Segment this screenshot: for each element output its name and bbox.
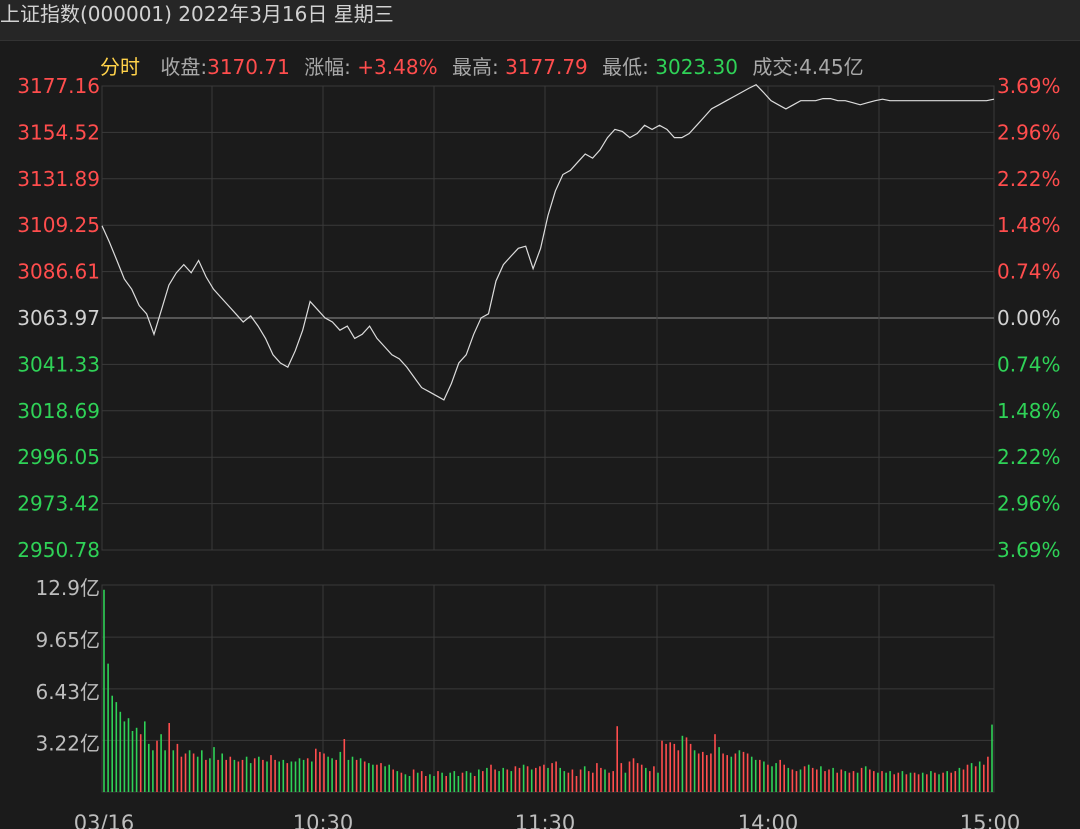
price-tick-label: 3131.89 xyxy=(17,167,100,191)
price-tick-label: 2996.05 xyxy=(17,445,100,469)
price-tick-label: 3109.25 xyxy=(17,213,100,237)
price-tick-label: 3177.16 xyxy=(17,74,100,98)
percent-tick-label: 0.74% xyxy=(997,260,1061,284)
close-value: 3170.71 xyxy=(207,55,290,79)
time-tick-label: 14:00 xyxy=(738,811,799,829)
high-value: 3177.79 xyxy=(505,55,588,79)
page-title: 上证指数(000001) 2022年3月16日 星期三 xyxy=(0,2,394,26)
percent-tick-label: 2.22% xyxy=(997,167,1061,191)
price-axis: 3177.16 3154.52 3131.89 3109.25 3086.61 3063.… xyxy=(17,74,100,562)
change-value: +3.48% xyxy=(357,55,438,79)
volume-tick-label: 12.9亿 xyxy=(35,576,100,600)
volume-tick-label: 3.22亿 xyxy=(35,731,100,755)
title-bar: 上证指数(000001) 2022年3月16日 星期三 xyxy=(0,0,1080,41)
quote-info-bar: 分时 收盘:3170.71 涨幅: +3.48% 最高: 3177.79 最低:… xyxy=(100,52,864,82)
time-tick-label: 10:30 xyxy=(293,811,354,829)
percent-tick-label: 2.22% xyxy=(997,445,1061,469)
percent-tick-label: 0.00% xyxy=(997,306,1061,330)
percent-tick-label: 3.69% xyxy=(997,538,1061,562)
percent-tick-label: 1.48% xyxy=(997,399,1061,423)
percent-tick-label: 0.74% xyxy=(997,352,1061,376)
time-tick-label: 11:30 xyxy=(515,811,576,829)
volume-axis: 12.9亿 9.65亿 6.43亿 3.22亿 xyxy=(35,576,100,755)
percent-tick-label: 3.69% xyxy=(997,74,1061,98)
time-tick-label: 15:00 xyxy=(960,811,1021,829)
price-grid xyxy=(101,85,995,551)
low-label: 最低: xyxy=(602,55,649,79)
percent-tick-label: 2.96% xyxy=(997,492,1061,516)
price-tick-label: 3018.69 xyxy=(17,399,100,423)
percent-tick-label: 2.96% xyxy=(997,120,1061,144)
price-tick-label: 2950.78 xyxy=(17,538,100,562)
time-tick-label: 03/16 xyxy=(74,811,135,829)
price-tick-label: 3154.52 xyxy=(17,120,100,144)
volume-tick-label: 9.65亿 xyxy=(35,628,100,652)
volume-value: 4.45亿 xyxy=(799,55,864,79)
high-label: 最高: xyxy=(451,55,499,79)
volume-grid xyxy=(101,584,995,793)
percent-tick-label: 1.48% xyxy=(997,213,1061,237)
price-line-plot xyxy=(101,83,995,401)
price-tick-label: 2973.42 xyxy=(17,492,100,516)
price-series-line xyxy=(101,83,995,401)
time-axis: 03/16 10:30 11:30 14:00 15:00 xyxy=(74,811,1021,829)
price-tick-label: 3063.97 xyxy=(17,306,100,330)
percent-axis: 3.69% 2.96% 2.22% 1.48% 0.74% 0.00% 0.74% 1.48%… xyxy=(997,74,1061,562)
low-value: 3023.30 xyxy=(655,55,738,79)
volume-bars xyxy=(103,589,993,792)
price-tick-label: 3041.33 xyxy=(17,352,100,376)
change-label: 涨幅: xyxy=(304,55,351,79)
volume-label: 成交: xyxy=(752,55,800,79)
close-label: 收盘: xyxy=(160,55,208,79)
price-tick-label: 3086.61 xyxy=(17,260,100,284)
volume-tick-label: 6.43亿 xyxy=(35,680,100,704)
tab-timeshare[interactable]: 分时 xyxy=(100,55,140,79)
